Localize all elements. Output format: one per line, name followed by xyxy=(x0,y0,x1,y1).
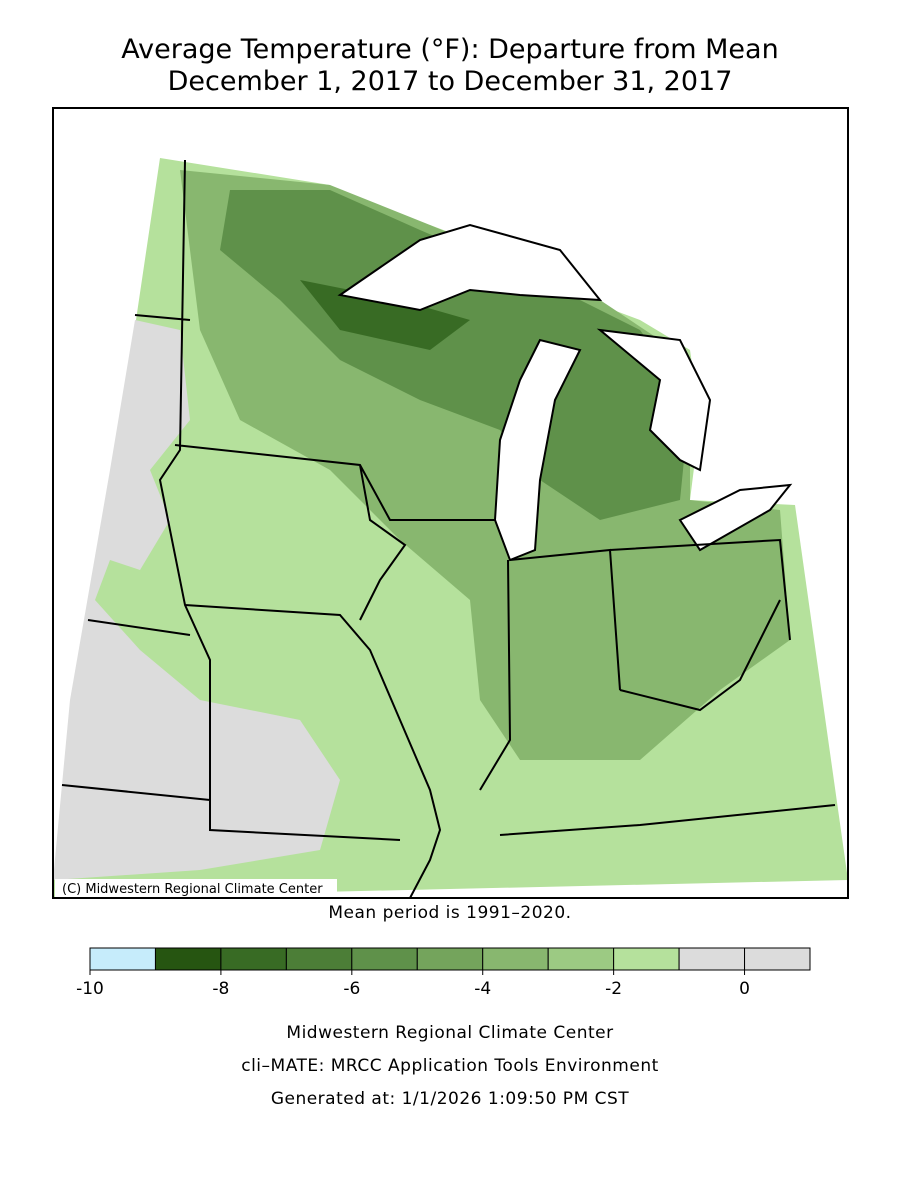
legend-box xyxy=(89,947,156,971)
legend-box xyxy=(154,947,222,971)
lake-superior xyxy=(337,223,603,312)
legend-box xyxy=(416,947,484,971)
map-frame xyxy=(52,107,849,899)
footer-line: cli–MATE: MRCC Application Tools Environ… xyxy=(241,1056,659,1076)
legend-box xyxy=(744,947,811,971)
credit: (C) Midwestern Regional Climate Center xyxy=(62,882,323,897)
legend-tick-label: -2 xyxy=(605,979,622,999)
legend-box xyxy=(351,947,418,971)
gray-area xyxy=(53,320,340,880)
lake-michigan xyxy=(493,338,582,562)
footer-line: Generated at: 1/1/2026 1:09:50 PM CST xyxy=(271,1089,629,1109)
legend-box xyxy=(482,947,549,971)
legend: -10 -8 -6 -4 -2 0 xyxy=(76,947,811,999)
legend-tick-label: -4 xyxy=(474,979,491,999)
subtitle: December 1, 2017 to December 31, 2017 xyxy=(168,66,733,97)
lake-huron xyxy=(596,328,712,472)
darkest-green xyxy=(300,280,470,350)
map: (C) Midwestern Regional Climate Center xyxy=(52,107,849,899)
legend-tick-label: 0 xyxy=(739,979,750,999)
footer: Midwestern Regional Climate Center cli–MA… xyxy=(241,1023,659,1109)
footer-line: Midwestern Regional Climate Center xyxy=(286,1023,613,1043)
legend-box xyxy=(547,947,615,971)
credit-box xyxy=(55,879,337,897)
borders xyxy=(61,159,836,899)
legend-tick-label: -10 xyxy=(76,979,104,999)
legend-tick-label: -6 xyxy=(343,979,360,999)
legend-box xyxy=(220,947,287,971)
legend-box xyxy=(613,947,680,971)
title: Average Temperature (°F): Departure from… xyxy=(121,34,778,65)
legend-box xyxy=(285,947,353,971)
legend-box xyxy=(678,947,746,971)
dark-green xyxy=(220,190,690,520)
mean-period: Mean period is 1991–2020. xyxy=(328,903,571,923)
legend-tick-label: -8 xyxy=(212,979,229,999)
